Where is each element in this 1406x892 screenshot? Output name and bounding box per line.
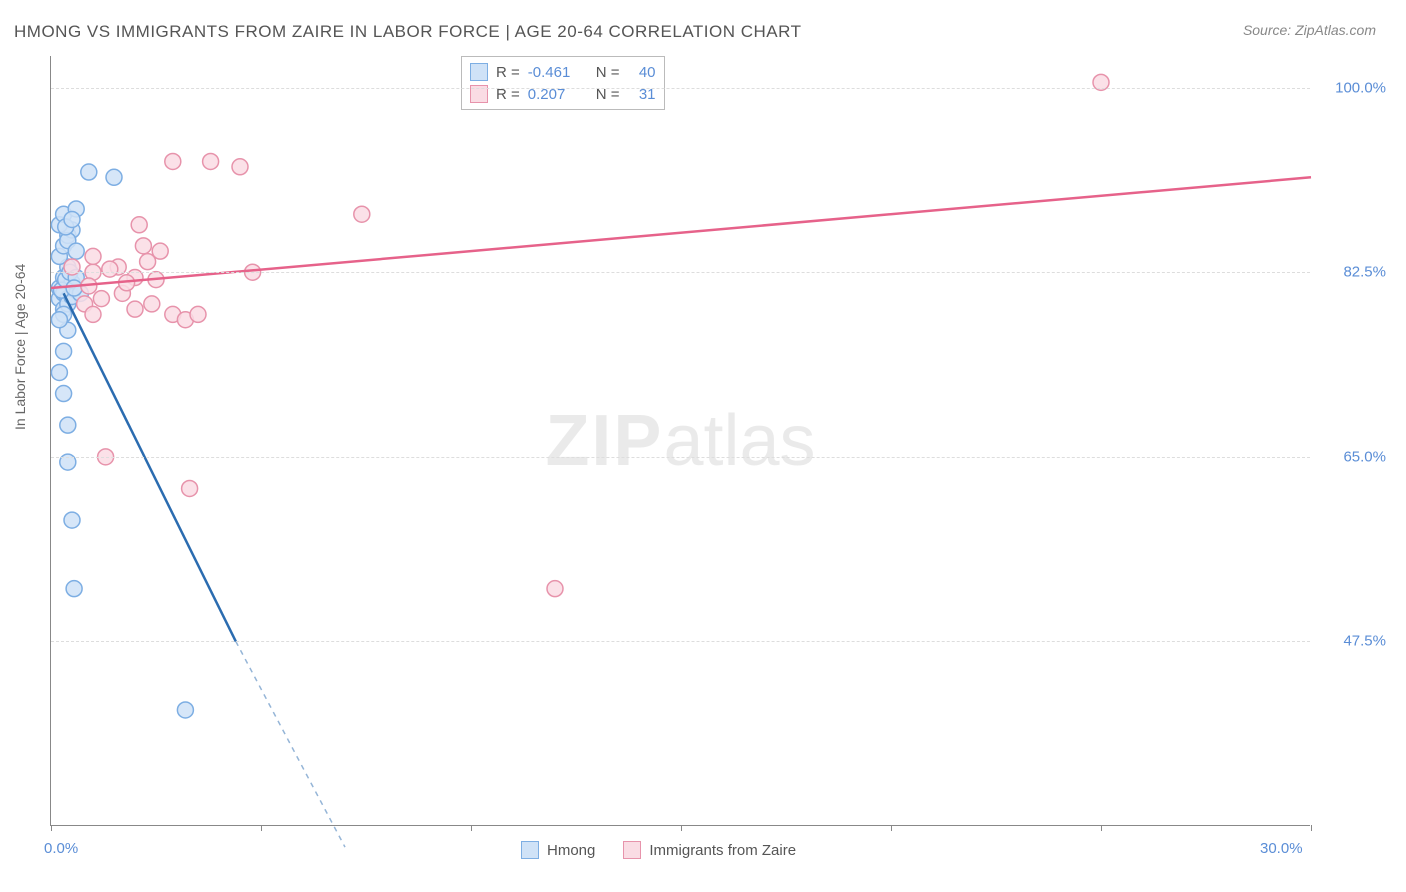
- trend-line-extrapolated: [236, 641, 345, 847]
- data-point: [102, 261, 118, 277]
- legend-swatch: [470, 63, 488, 81]
- data-point: [177, 702, 193, 718]
- legend-stat-row: R = 0.207N =31: [470, 83, 656, 105]
- data-point: [152, 243, 168, 259]
- gridline: [51, 457, 1310, 458]
- data-point: [547, 581, 563, 597]
- data-point: [203, 153, 219, 169]
- data-point: [68, 243, 84, 259]
- data-point: [56, 386, 72, 402]
- chart-plot-area: ZIPatlas R =-0.461N =40R = 0.207N =31 Hm…: [50, 56, 1310, 826]
- x-tick: [51, 825, 52, 831]
- y-tick-label: 82.5%: [1343, 264, 1386, 281]
- chart-title: HMONG VS IMMIGRANTS FROM ZAIRE IN LABOR …: [14, 22, 802, 42]
- data-point: [131, 217, 147, 233]
- data-point: [106, 169, 122, 185]
- source-attribution: Source: ZipAtlas.com: [1243, 22, 1376, 38]
- data-point: [81, 164, 97, 180]
- data-point: [66, 581, 82, 597]
- correlation-legend: R = -0.461 N = 40 R = 0.207N =31: [461, 56, 665, 110]
- data-point: [232, 159, 248, 175]
- data-point: [127, 301, 143, 317]
- y-axis-label: In Labor Force | Age 20-64: [12, 264, 28, 430]
- x-tick: [681, 825, 682, 831]
- data-point: [144, 296, 160, 312]
- legend-stat-row: R = -0.461 N = 40: [470, 61, 656, 83]
- gridline: [51, 272, 1310, 273]
- data-point: [93, 291, 109, 307]
- data-point: [51, 312, 67, 328]
- legend-n-label: N =: [596, 64, 620, 81]
- gridline: [51, 641, 1310, 642]
- data-point: [56, 343, 72, 359]
- x-tick-label: 0.0%: [44, 840, 78, 857]
- series-legend: Hmong Immigrants from Zaire: [521, 841, 796, 859]
- data-point: [51, 364, 67, 380]
- data-point: [165, 153, 181, 169]
- y-tick-label: 100.0%: [1335, 79, 1386, 96]
- legend-n-value: 40: [628, 64, 656, 81]
- data-point: [354, 206, 370, 222]
- legend-swatch: [521, 841, 539, 859]
- trend-line: [64, 293, 236, 641]
- y-tick-label: 65.0%: [1343, 448, 1386, 465]
- legend-series-item: Immigrants from Zaire: [623, 841, 796, 859]
- data-point: [85, 248, 101, 264]
- legend-series-label: Hmong: [547, 842, 595, 859]
- legend-series-item: Hmong: [521, 841, 595, 859]
- legend-swatch: [623, 841, 641, 859]
- data-point: [64, 211, 80, 227]
- x-tick: [891, 825, 892, 831]
- data-point: [182, 480, 198, 496]
- gridline: [51, 88, 1310, 89]
- y-tick-label: 47.5%: [1343, 633, 1386, 650]
- data-point: [85, 306, 101, 322]
- x-tick-label: 30.0%: [1260, 840, 1303, 857]
- data-point: [135, 238, 151, 254]
- x-tick: [471, 825, 472, 831]
- data-point: [190, 306, 206, 322]
- scatter-plot-svg: [51, 56, 1310, 825]
- legend-r-value: -0.461: [528, 64, 588, 81]
- x-tick: [1101, 825, 1102, 831]
- data-point: [64, 512, 80, 528]
- data-point: [66, 280, 82, 296]
- x-tick: [1311, 825, 1312, 831]
- data-point: [60, 417, 76, 433]
- legend-series-label: Immigrants from Zaire: [649, 842, 796, 859]
- x-tick: [261, 825, 262, 831]
- legend-r-label: R =: [496, 64, 520, 81]
